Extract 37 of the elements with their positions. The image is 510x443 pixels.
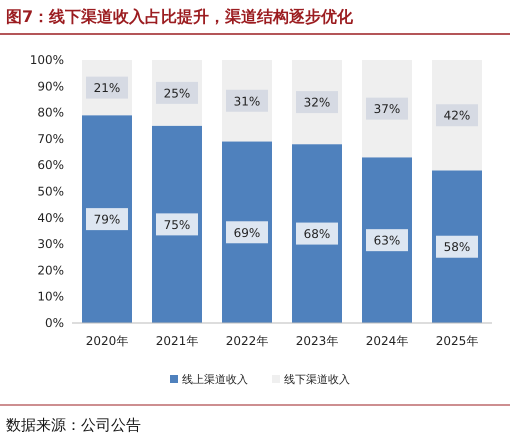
data-label: 21% (94, 81, 120, 96)
data-label: 25% (164, 86, 190, 100)
data-label: 31% (234, 94, 260, 108)
y-tick-label: 40% (37, 210, 64, 225)
source-note: 数据来源：公司公告 (6, 416, 141, 434)
data-label: 68% (304, 227, 330, 242)
y-tick-label: 50% (37, 184, 64, 198)
data-label: 42% (444, 108, 470, 123)
data-label: 32% (304, 96, 330, 110)
data-label: 58% (444, 240, 470, 254)
bar (82, 115, 132, 323)
y-tick-label: 0% (44, 316, 64, 330)
legend-label: 线上渠道收入 (182, 373, 248, 386)
y-tick-label: 60% (37, 158, 64, 172)
data-label: 79% (94, 212, 120, 227)
x-tick-label: 2022年 (226, 334, 268, 348)
bar (152, 126, 202, 323)
y-tick-label: 10% (37, 290, 64, 304)
y-tick-label: 80% (37, 106, 64, 120)
chart-title: 图7：线下渠道收入占比提升，渠道结构逐步优化 (6, 7, 354, 26)
x-tick-label: 2025年 (436, 334, 478, 348)
data-label: 63% (374, 234, 400, 248)
x-tick-label: 2021年 (156, 334, 198, 348)
data-label: 37% (374, 102, 400, 116)
x-tick-label: 2024年 (366, 334, 408, 348)
x-tick-label: 2020年 (86, 334, 128, 348)
data-label: 69% (234, 226, 260, 240)
bar (222, 142, 272, 323)
y-tick-label: 100% (30, 53, 64, 67)
y-tick-label: 90% (37, 79, 64, 94)
data-label: 75% (164, 218, 190, 232)
y-tick-label: 30% (37, 237, 64, 252)
y-tick-label: 70% (37, 132, 64, 146)
legend-label: 线下渠道收入 (284, 373, 350, 386)
x-tick-label: 2023年 (296, 334, 338, 348)
bar (292, 144, 342, 323)
y-tick-label: 20% (37, 263, 64, 278)
